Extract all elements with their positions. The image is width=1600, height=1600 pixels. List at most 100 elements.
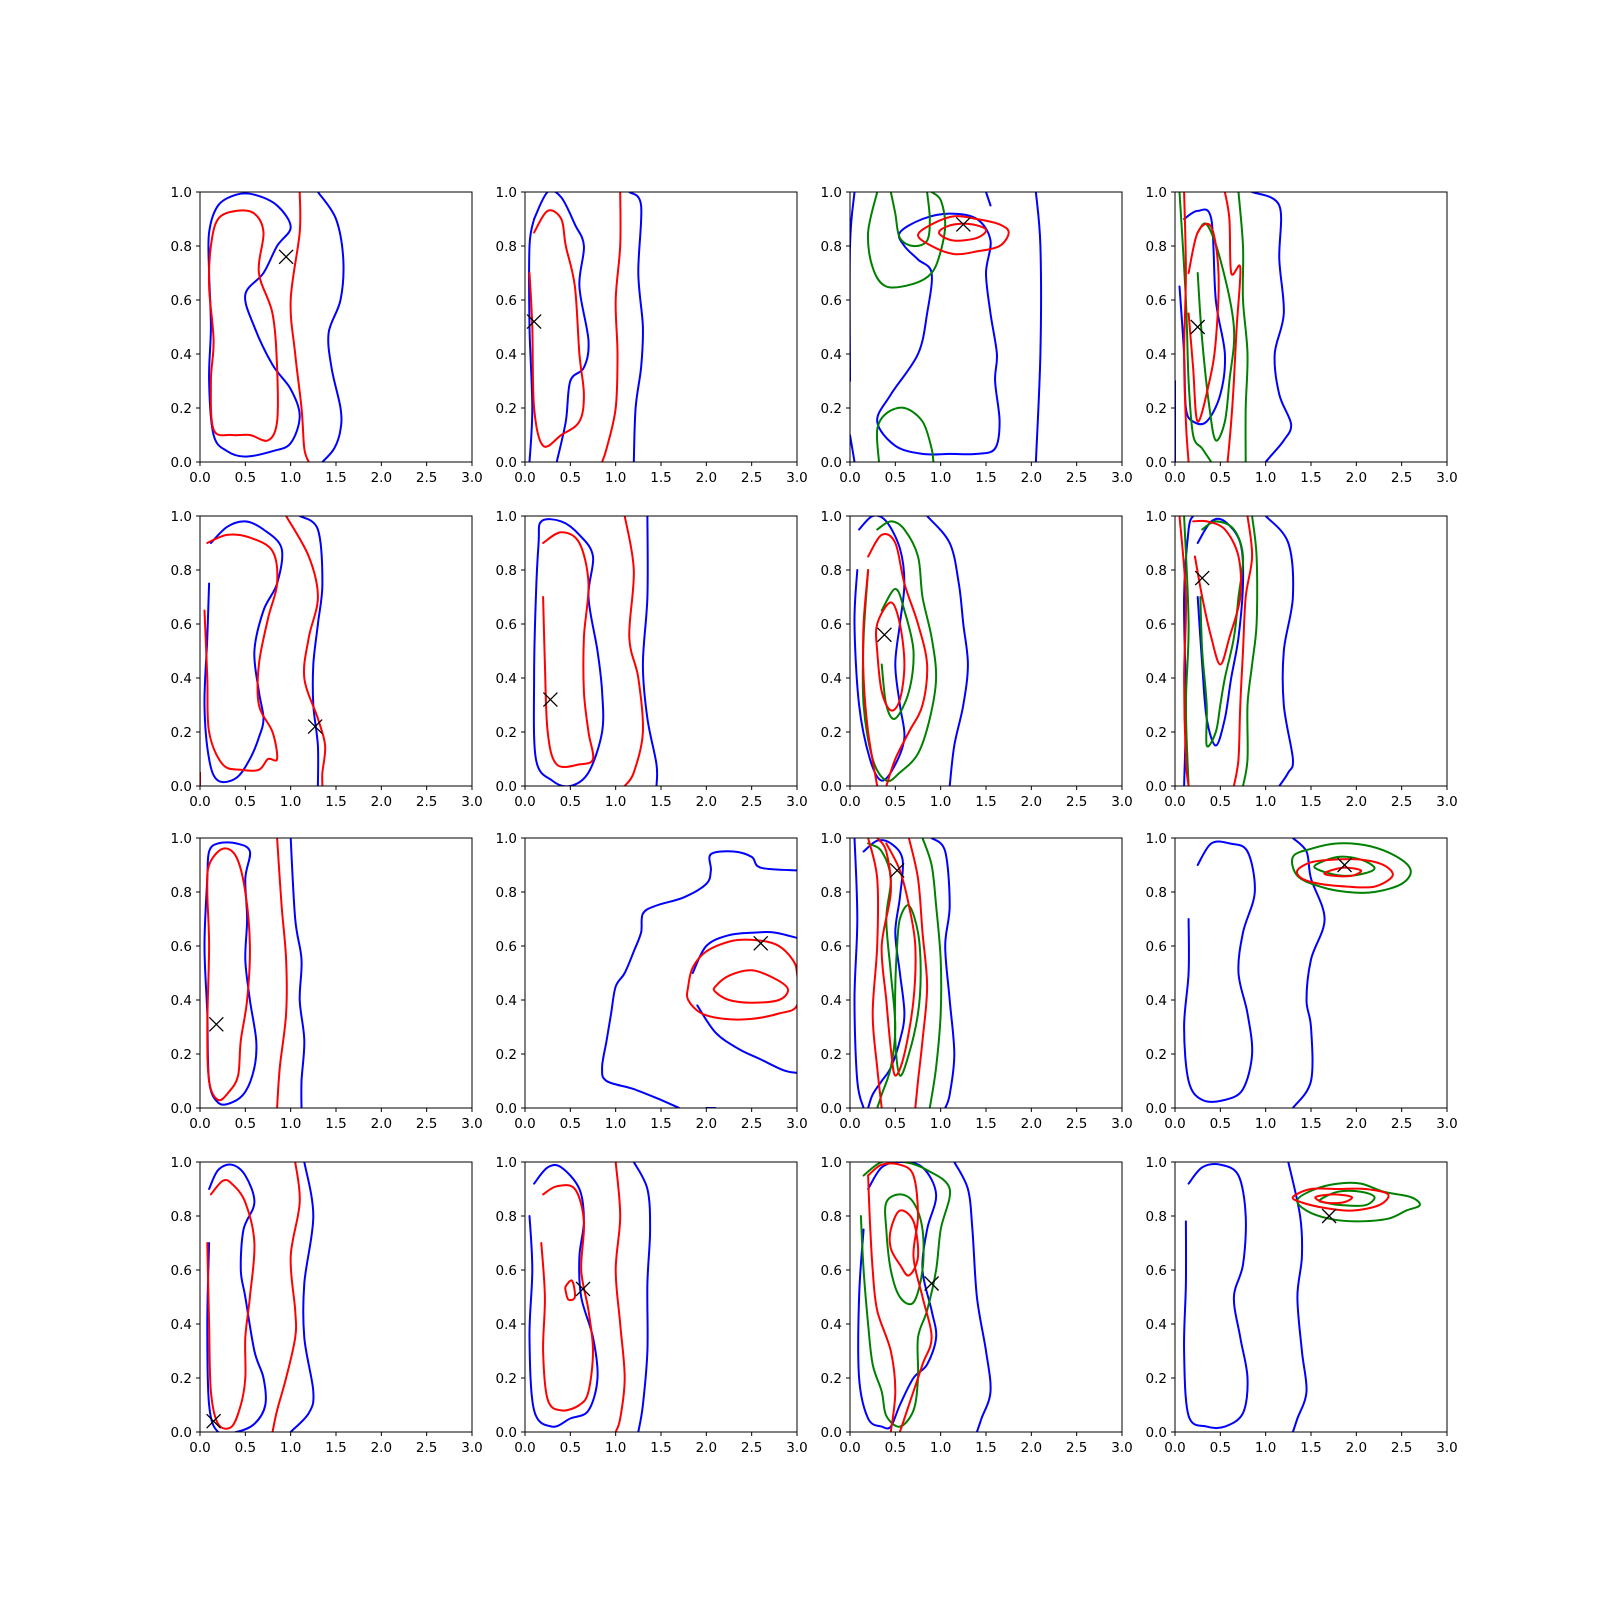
contour-blue	[203, 841, 258, 1106]
y-tick-label: 0.0	[821, 1101, 842, 1117]
x-tick-label: 0.0	[839, 1116, 860, 1132]
y-tick-label: 1.0	[496, 831, 517, 847]
x-tick-label: 2.5	[1066, 794, 1087, 810]
axes-frame	[849, 1161, 1123, 1433]
contour-green	[1237, 192, 1249, 462]
y-tick-label: 1.0	[496, 1155, 517, 1171]
x-tick-label: 2.0	[1021, 794, 1042, 810]
x-marker	[278, 249, 294, 265]
x-tick-label: 2.0	[1021, 470, 1042, 486]
y-tick-label: 0.8	[1146, 1209, 1167, 1225]
contour-red	[542, 531, 595, 769]
contour-blue	[289, 838, 306, 1108]
x-tick-label: 0.0	[189, 470, 210, 486]
x-marker	[876, 627, 892, 643]
x-marker	[924, 1276, 940, 1291]
y-tick-label: 1.0	[821, 185, 842, 201]
x-tick-label: 1.5	[325, 470, 346, 486]
y-tick-label: 0.0	[1146, 1101, 1167, 1117]
x-tick-label: 2.5	[1391, 1440, 1412, 1456]
contour-blue	[203, 520, 284, 784]
x-marker	[208, 1016, 224, 1032]
y-tick-label: 0.8	[821, 1209, 842, 1225]
contour-green	[1313, 855, 1376, 877]
contour-green	[1199, 520, 1245, 748]
x-tick-label: 0.5	[1210, 1116, 1231, 1132]
x-tick-label: 0.5	[560, 794, 581, 810]
contour-group	[601, 850, 797, 1108]
x-tick-label: 1.5	[325, 1116, 346, 1132]
x-tick-label: 2.0	[696, 794, 717, 810]
x-tick-label: 1.5	[975, 470, 996, 486]
x-marker-stroke	[1321, 1208, 1337, 1224]
x-tick-label: 0.0	[839, 1440, 860, 1456]
contour-red	[276, 838, 288, 1108]
y-tick-label: 0.4	[496, 347, 517, 363]
x-tick-label: 0.0	[839, 470, 860, 486]
y-tick-label: 0.4	[171, 347, 192, 363]
x-marker-stroke	[1190, 319, 1206, 335]
contour-red	[540, 1184, 594, 1412]
x-marker	[575, 1281, 591, 1297]
y-tick-label: 0.4	[821, 347, 842, 363]
contour-blue	[1196, 517, 1245, 747]
x-tick-label: 0.5	[560, 1116, 581, 1132]
axes-frame	[1174, 1161, 1448, 1433]
contour-red	[888, 1209, 920, 1277]
x-tick-label: 2.0	[1346, 470, 1367, 486]
y-tick-label: 0.4	[496, 671, 517, 687]
contour-blue	[1264, 516, 1295, 786]
y-tick-label: 0.0	[496, 1101, 517, 1117]
y-tick-label: 0.6	[1146, 1263, 1167, 1279]
subplot-r3-c2: 0.0 0.5 1.0 1.5 2.0 2.5 3.0 0.0 0.2 0.4 0.6 0.8 1.0	[496, 831, 808, 1132]
contour-green	[1242, 516, 1259, 786]
contour-group	[207, 192, 345, 462]
x-tick-label: 0.5	[1210, 794, 1231, 810]
y-tick-label: 0.8	[821, 563, 842, 579]
contour-group	[853, 838, 956, 1108]
contour-red	[206, 847, 251, 1102]
x-tick-label: 0.0	[1164, 794, 1185, 810]
x-marker-stroke	[208, 1016, 224, 1032]
contour-blue	[876, 212, 1001, 456]
x-tick-label: 0.5	[235, 470, 256, 486]
x-tick-label: 2.5	[1391, 470, 1412, 486]
contour-group	[1183, 838, 1412, 1108]
contour-blue	[298, 516, 324, 786]
subplot-r1-c3: 0.0 0.5 1.0 1.5 2.0 2.5 3.0 0.0 0.2 0.4 0.6 0.8 1.0	[821, 185, 1133, 486]
y-tick-label: 0.8	[1146, 563, 1167, 579]
x-tick-label: 0.0	[514, 1116, 535, 1132]
contour-blue	[1034, 192, 1042, 462]
y-tick-label: 0.2	[171, 401, 192, 417]
x-tick-label: 3.0	[1436, 794, 1457, 810]
contour-blue	[930, 838, 956, 1108]
y-tick-label: 0.0	[821, 1425, 842, 1441]
y-tick-label: 0.0	[821, 779, 842, 795]
contour-red	[285, 516, 327, 786]
x-marker-stroke	[876, 627, 892, 643]
x-tick-label: 1.5	[650, 470, 671, 486]
x-tick-label: 2.0	[696, 470, 717, 486]
y-tick-label: 0.2	[496, 1371, 517, 1387]
x-marker-stroke	[575, 1281, 591, 1297]
contour-blue	[641, 516, 659, 786]
contour-blue	[1291, 838, 1326, 1108]
contour-blue	[1183, 1163, 1249, 1430]
y-tick-label: 0.2	[496, 1047, 517, 1063]
contour-red	[203, 533, 279, 772]
contour-group	[200, 516, 327, 786]
x-tick-label: 3.0	[461, 1440, 482, 1456]
contour-red	[712, 969, 789, 1004]
y-tick-label: 0.4	[821, 671, 842, 687]
y-tick-label: 1.0	[496, 509, 517, 525]
x-tick-label: 1.5	[325, 1440, 346, 1456]
contour-blue	[528, 1164, 599, 1428]
x-tick-label: 2.0	[1346, 794, 1367, 810]
x-tick-label: 0.5	[560, 470, 581, 486]
contour-red	[1187, 222, 1220, 423]
contour-red	[1232, 516, 1254, 786]
y-tick-label: 0.0	[496, 455, 517, 471]
axes-frame	[199, 191, 473, 463]
y-tick-label: 0.4	[1146, 671, 1167, 687]
x-tick-label: 2.0	[1346, 1116, 1367, 1132]
